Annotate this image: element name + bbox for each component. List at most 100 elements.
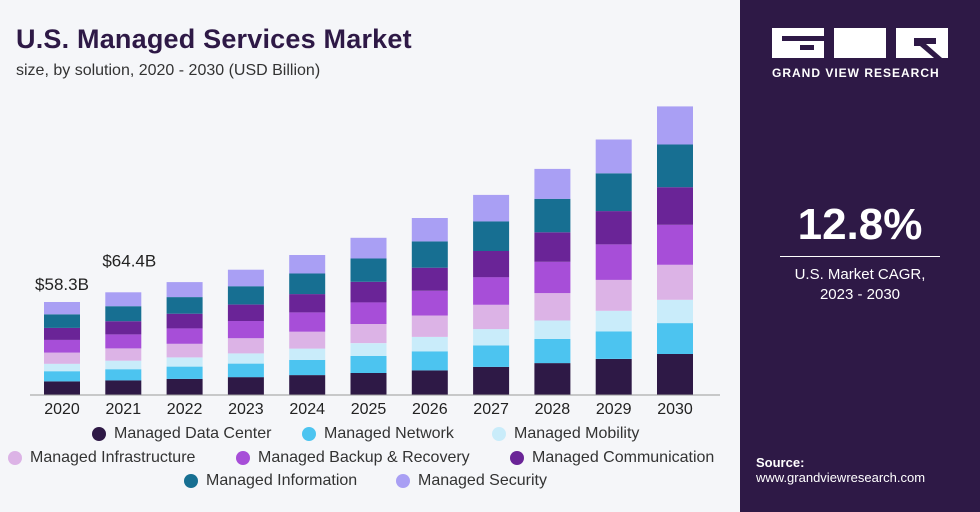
- legend-swatch: [510, 451, 524, 465]
- cagr-divider: [780, 256, 940, 257]
- data-label: $64.4B: [102, 251, 156, 270]
- legend-label: Managed Communication: [532, 449, 715, 466]
- bar-segment: [534, 198, 571, 233]
- bar-segment: [44, 314, 80, 328]
- bar-segment: [595, 310, 632, 332]
- bar-segment: [411, 370, 448, 395]
- bar-segment: [289, 359, 326, 376]
- bar-segment: [227, 286, 264, 305]
- bar-segment: [44, 363, 80, 372]
- legend-item-network: Managed Network: [302, 425, 454, 443]
- bar-segment: [657, 323, 693, 354]
- bar-segment: [534, 168, 571, 199]
- bar-segment: [166, 378, 203, 395]
- brand-name: GRAND VIEW RESEARCH: [772, 66, 940, 80]
- legend-label: Managed Network: [324, 425, 454, 442]
- legend-label: Managed Backup & Recovery: [258, 449, 470, 466]
- bar-segment: [534, 338, 571, 364]
- bar-segment: [595, 279, 632, 311]
- bar-segment: [44, 339, 80, 353]
- x-tick-label: 2028: [535, 401, 571, 418]
- legend-item-data-center: Managed Data Center: [92, 425, 271, 443]
- bar-segment: [105, 292, 142, 307]
- bar-segment: [44, 327, 80, 340]
- bar-segment: [350, 281, 387, 303]
- bar-segment: [44, 381, 80, 395]
- x-tick-label: 2021: [106, 401, 142, 418]
- bar-segment: [350, 343, 387, 356]
- bar-segment: [534, 261, 571, 294]
- bar-segment: [289, 312, 326, 332]
- bar-segment: [595, 244, 632, 280]
- legend-swatch: [8, 451, 22, 465]
- bar-segment: [657, 187, 693, 225]
- legend-swatch: [236, 451, 250, 465]
- legend-label: Managed Mobility: [514, 425, 640, 442]
- legend-item-communication: Managed Communication: [510, 449, 714, 467]
- bar-segment: [657, 354, 693, 395]
- legend-swatch: [302, 427, 316, 441]
- bar-segment: [595, 359, 632, 395]
- bar-segment: [411, 290, 448, 316]
- bar-segment: [166, 282, 203, 298]
- bar-segment: [289, 294, 326, 313]
- bar-segment: [166, 313, 203, 329]
- legend-item-information: Managed Information: [184, 472, 357, 490]
- bar-segment: [289, 255, 326, 274]
- legend-swatch: [92, 427, 106, 441]
- bar-segment: [411, 267, 448, 291]
- legend-label: Managed Information: [206, 472, 358, 489]
- bar-segment: [166, 297, 203, 314]
- stacked-bar-chart: 2020 $58.3B 2021 $64.4B 2022 2023 2024 2025 2026…: [30, 106, 720, 418]
- x-tick-label: 2025: [351, 401, 387, 418]
- bar-segment: [473, 345, 510, 367]
- chart-title: U.S. Managed Services Market: [16, 24, 412, 54]
- bar-segment: [350, 258, 387, 282]
- source-url: www.grandviewresearch.com: [756, 470, 926, 485]
- bar-segment: [657, 144, 693, 188]
- bar-segment: [44, 302, 80, 315]
- legend-label: Managed Data Center: [114, 425, 272, 442]
- bar-segment: [227, 377, 264, 395]
- bar-segment: [350, 324, 387, 344]
- bar-segment: [595, 211, 632, 245]
- bar-segment: [350, 302, 387, 324]
- bar-segment: [227, 269, 264, 287]
- legend-item-security: Managed Security: [396, 472, 547, 490]
- bar-segment: [473, 194, 510, 222]
- cagr-callout: 12.8% U.S. Market CAGR, 2023 - 2030: [760, 200, 960, 305]
- bar-segment: [534, 293, 571, 321]
- legend-swatch: [396, 474, 410, 488]
- bar-segment: [473, 329, 510, 346]
- data-label: $58.3B: [35, 275, 89, 294]
- bar-segment: [105, 306, 142, 322]
- x-tick-label: 2020: [44, 401, 80, 418]
- bar-segment: [473, 277, 510, 305]
- x-tick-label: 2030: [657, 401, 693, 418]
- bar-segment: [227, 338, 264, 354]
- bar-segment: [105, 360, 142, 370]
- x-tick-label: 2027: [473, 401, 509, 418]
- bar-segment: [44, 371, 80, 382]
- bar-segment: [105, 334, 142, 349]
- x-tick-label: 2026: [412, 401, 448, 418]
- brand-logo: GRAND VIEW RESEARCH: [772, 28, 948, 80]
- logo-mark-group: [772, 28, 948, 58]
- bar-segment: [657, 299, 693, 324]
- cagr-label-line1: U.S. Market CAGR,: [794, 266, 926, 283]
- logo-r-mark-icon: [896, 28, 948, 58]
- bar-segment: [227, 363, 264, 378]
- source-label: Source:: [756, 455, 805, 470]
- bar-segment: [227, 353, 264, 364]
- bar-segment: [473, 251, 510, 278]
- bar-segment: [166, 366, 203, 379]
- legend-label: Managed Infrastructure: [30, 449, 196, 466]
- bar-segment: [411, 337, 448, 352]
- bar-segment: [657, 264, 693, 300]
- legend-item-mobility: Managed Mobility: [492, 425, 639, 443]
- bar-segment: [595, 139, 632, 174]
- bar-segment: [411, 218, 448, 242]
- bar-segment: [657, 106, 693, 145]
- bar-segment: [350, 355, 387, 373]
- x-tick-label: 2022: [167, 401, 203, 418]
